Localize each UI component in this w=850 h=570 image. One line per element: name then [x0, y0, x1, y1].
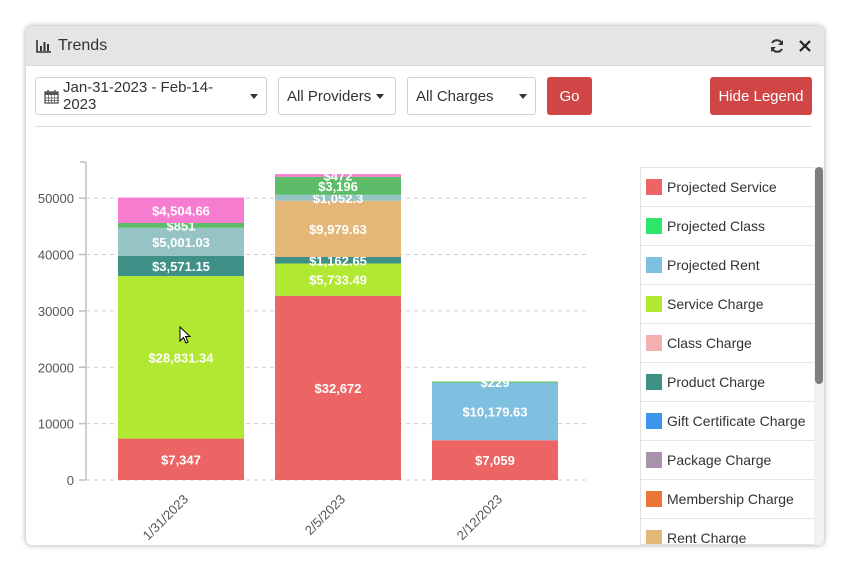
- bar-segment: [275, 194, 401, 201]
- data-label: $229: [481, 375, 510, 390]
- data-label: $4,504.66: [152, 203, 210, 218]
- bar-segment: [432, 381, 558, 383]
- close-icon[interactable]: [796, 37, 814, 55]
- scrollbar-thumb[interactable]: [815, 167, 823, 384]
- bar-segment: [118, 276, 244, 439]
- legend-item[interactable]: Rent Charge: [641, 519, 814, 545]
- legend-label: Service Charge: [667, 296, 764, 312]
- refresh-icon[interactable]: [768, 37, 786, 55]
- bar-segment: [275, 200, 401, 257]
- y-tick-label: 10000: [38, 417, 74, 432]
- chart-legend: Projected Service Projected Class Projecte…: [640, 167, 814, 545]
- legend-swatch: [646, 179, 662, 195]
- panel-title: Trends: [58, 36, 108, 54]
- charges-value: All Charges: [416, 87, 494, 105]
- date-range-picker[interactable]: Jan-31-2023 - Feb-14-2023: [35, 77, 267, 115]
- legend-scrollbar[interactable]: [814, 167, 824, 545]
- legend-label: Product Charge: [667, 374, 766, 390]
- data-label: $10,179.63: [462, 405, 527, 420]
- chevron-down-icon: [519, 93, 527, 99]
- data-label: $32,672: [315, 381, 362, 396]
- legend-label: Membership Charge: [667, 491, 794, 507]
- bar-segment: [118, 438, 244, 480]
- providers-dropdown[interactable]: All Providers: [278, 77, 396, 115]
- y-tick-label: 0: [67, 473, 74, 488]
- legend-swatch: [646, 491, 662, 507]
- bar-segment: [118, 227, 244, 256]
- mouse-cursor-icon: [179, 326, 192, 344]
- legend-swatch: [646, 335, 662, 351]
- bar-segment: [432, 382, 558, 441]
- legend-label: Projected Rent: [667, 257, 760, 273]
- bar-chart-icon: [36, 39, 52, 53]
- date-range-value: Jan-31-2023 - Feb-14-2023: [63, 79, 214, 113]
- x-tick-label: 2/12/2023: [454, 492, 506, 544]
- y-tick-label: 50000: [38, 191, 74, 206]
- filter-toolbar: Jan-31-2023 - Feb-14-2023 All Providers …: [35, 77, 812, 115]
- data-label: $7,347: [161, 452, 201, 467]
- hide-legend-button[interactable]: Hide Legend: [710, 77, 812, 115]
- bar-segment: [118, 197, 244, 223]
- data-label: $3,571.15: [152, 259, 210, 274]
- legend-label: Gift Certificate Charge: [667, 413, 806, 429]
- legend-label: Projected Service: [667, 179, 777, 195]
- legend-item[interactable]: Membership Charge: [641, 480, 814, 519]
- legend-swatch: [646, 218, 662, 234]
- x-tick-label: 1/31/2023: [140, 492, 192, 544]
- legend-swatch: [646, 257, 662, 273]
- y-tick-label: 20000: [38, 360, 74, 375]
- chevron-down-icon: [376, 93, 385, 99]
- charges-dropdown[interactable]: All Charges: [407, 77, 536, 115]
- data-label: $5,733.49: [309, 273, 367, 288]
- data-label: $472: [324, 168, 353, 183]
- legend-item[interactable]: Projected Rent: [641, 246, 814, 285]
- x-tick-label: 2/5/2023: [302, 492, 348, 538]
- y-tick-label: 40000: [38, 248, 74, 263]
- data-label: $5,001.03: [152, 235, 210, 250]
- bar-segment: [275, 256, 401, 264]
- legend-swatch: [646, 530, 662, 544]
- bar-segment: [275, 174, 401, 177]
- chevron-down-icon: [250, 93, 258, 99]
- bar-segment: [432, 440, 558, 480]
- data-label: $28,831.34: [148, 350, 214, 365]
- legend-label: Rent Charge: [667, 530, 747, 545]
- legend-item[interactable]: Product Charge: [641, 363, 814, 402]
- panel-header: Trends: [26, 26, 824, 66]
- divider: [35, 126, 812, 127]
- legend-label: Projected Class: [667, 218, 766, 234]
- legend-item[interactable]: Gift Certificate Charge: [641, 402, 814, 441]
- legend-label: Class Charge: [667, 335, 752, 351]
- legend-swatch: [646, 374, 662, 390]
- bar-segment: [118, 222, 244, 228]
- legend-swatch: [646, 413, 662, 429]
- legend-item[interactable]: Projected Service: [641, 168, 814, 207]
- trends-panel: Trends Jan-31-2023 - Feb-14-2023 All Pro…: [26, 26, 824, 545]
- bar-segment: [118, 255, 244, 277]
- data-label: $7,059: [475, 453, 515, 468]
- legend-item[interactable]: Projected Class: [641, 207, 814, 246]
- go-button[interactable]: Go: [547, 77, 592, 115]
- data-label: $1,162.65: [309, 253, 367, 268]
- legend-item[interactable]: Package Charge: [641, 441, 814, 480]
- bar-segment: [275, 263, 401, 296]
- bar-segment: [275, 176, 401, 195]
- data-label: $3,196: [318, 179, 358, 194]
- legend-swatch: [646, 452, 662, 468]
- data-label: $9,979.63: [309, 222, 367, 237]
- calendar-icon: [44, 89, 59, 104]
- legend-item[interactable]: Class Charge: [641, 324, 814, 363]
- providers-value: All Providers: [287, 87, 372, 105]
- legend-label: Package Charge: [667, 452, 772, 468]
- legend-swatch: [646, 296, 662, 312]
- bar-segment: [275, 295, 401, 480]
- legend-item[interactable]: Service Charge: [641, 285, 814, 324]
- y-tick-label: 30000: [38, 304, 74, 319]
- stacked-bar-chart: 0 10000 20000 30000 40000 50000 $7,347 $28,831.…: [38, 161, 586, 544]
